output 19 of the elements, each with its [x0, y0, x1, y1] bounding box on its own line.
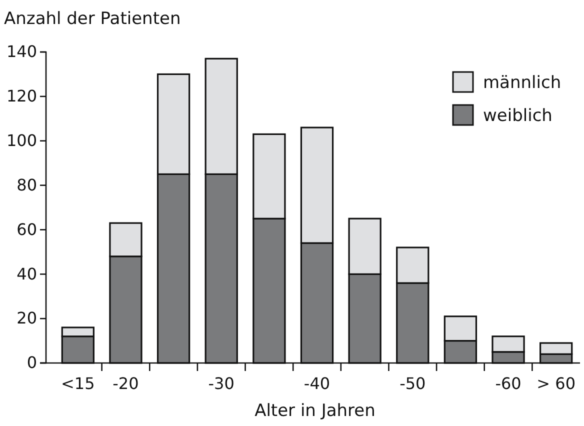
x-axis-title: Alter in Jahren [254, 401, 376, 421]
y-tick-label: 20 [16, 308, 37, 328]
y-tick-label: 0 [26, 353, 37, 372]
y-tick-label: 60 [16, 220, 37, 239]
y-tick-label: 100 [6, 130, 37, 150]
legend-label: weiblich [483, 106, 552, 126]
x-tick-label: -30 [208, 374, 234, 393]
x-tick-label: > 60 [536, 374, 576, 393]
y-tick-label: 80 [16, 175, 37, 194]
y-tick-label: 40 [16, 264, 37, 284]
legend-label: männlich [483, 73, 562, 93]
x-tick-label: -60 [495, 374, 522, 393]
x-tick-label: -50 [400, 374, 426, 393]
x-tick-label: <15 [61, 374, 95, 393]
x-tick-label: -20 [112, 374, 139, 393]
y-tick-label: 120 [6, 86, 37, 106]
y-tick-label: 140 [6, 42, 37, 62]
x-tick-label: -40 [304, 374, 330, 393]
y-axis-title: Anzahl der Patienten [4, 9, 181, 29]
